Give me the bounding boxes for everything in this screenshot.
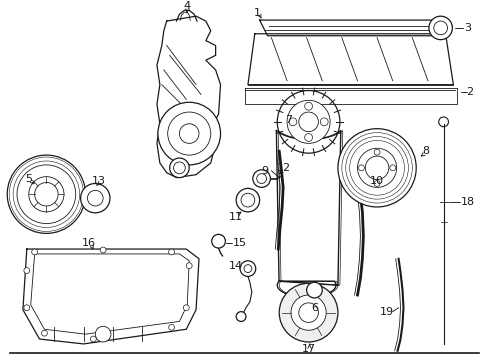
Circle shape — [95, 326, 111, 342]
Circle shape — [337, 129, 415, 207]
Circle shape — [100, 247, 106, 253]
Circle shape — [358, 165, 364, 171]
Polygon shape — [247, 34, 452, 85]
Circle shape — [168, 249, 174, 255]
Circle shape — [211, 234, 225, 248]
Text: 16: 16 — [81, 238, 95, 248]
Circle shape — [24, 267, 30, 274]
Text: 2: 2 — [466, 86, 472, 96]
Circle shape — [428, 16, 451, 40]
Text: 1: 1 — [254, 8, 261, 18]
Circle shape — [24, 305, 30, 311]
Text: 11: 11 — [229, 212, 243, 222]
Text: 8: 8 — [422, 146, 428, 156]
Text: 19: 19 — [379, 307, 393, 317]
Circle shape — [389, 165, 395, 171]
Circle shape — [29, 177, 64, 212]
Polygon shape — [259, 20, 447, 36]
Circle shape — [81, 184, 110, 213]
Polygon shape — [23, 249, 199, 344]
Circle shape — [183, 305, 189, 311]
Circle shape — [288, 118, 296, 126]
Circle shape — [158, 102, 220, 165]
Circle shape — [169, 158, 189, 177]
Circle shape — [373, 149, 379, 155]
Text: 12: 12 — [277, 163, 290, 173]
Text: 9: 9 — [261, 166, 267, 176]
Polygon shape — [157, 16, 220, 177]
Circle shape — [357, 148, 396, 188]
Circle shape — [168, 324, 174, 330]
Circle shape — [236, 188, 259, 212]
Circle shape — [320, 118, 327, 126]
Circle shape — [240, 261, 255, 276]
Circle shape — [306, 282, 322, 298]
Text: 18: 18 — [460, 197, 474, 207]
Text: 17: 17 — [301, 344, 315, 354]
Text: 13: 13 — [92, 176, 106, 185]
Text: 14: 14 — [229, 261, 243, 271]
Circle shape — [290, 295, 325, 330]
Circle shape — [90, 336, 96, 342]
Circle shape — [236, 312, 245, 321]
Text: 4: 4 — [183, 1, 190, 12]
Text: 5: 5 — [25, 174, 32, 184]
Text: 15: 15 — [233, 238, 246, 248]
Circle shape — [279, 283, 337, 342]
Text: 10: 10 — [369, 176, 383, 185]
Circle shape — [7, 155, 85, 233]
Text: 7: 7 — [285, 115, 292, 125]
Circle shape — [304, 102, 312, 110]
Text: 6: 6 — [310, 303, 317, 313]
Polygon shape — [244, 87, 456, 104]
Circle shape — [304, 134, 312, 141]
Circle shape — [32, 249, 38, 255]
Circle shape — [186, 263, 192, 269]
Circle shape — [373, 181, 379, 186]
Circle shape — [286, 100, 329, 143]
Text: 3: 3 — [464, 23, 470, 33]
Circle shape — [41, 330, 47, 336]
Circle shape — [252, 170, 270, 188]
